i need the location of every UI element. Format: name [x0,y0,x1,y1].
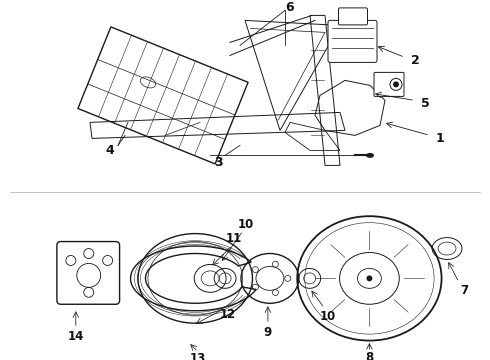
Text: 10: 10 [319,310,336,323]
Text: 11: 11 [226,232,242,245]
Text: 4: 4 [106,144,114,157]
FancyBboxPatch shape [374,72,404,96]
Text: 8: 8 [365,351,373,360]
FancyBboxPatch shape [339,8,368,25]
Text: 2: 2 [411,54,419,67]
FancyBboxPatch shape [57,242,120,304]
Ellipse shape [366,153,374,158]
FancyBboxPatch shape [328,21,377,62]
Circle shape [367,275,372,282]
Text: 14: 14 [68,330,84,343]
Text: 12: 12 [220,308,236,321]
Text: 3: 3 [214,156,222,169]
Text: 6: 6 [286,1,294,14]
Text: 7: 7 [460,284,468,297]
Text: 5: 5 [420,97,429,110]
Text: 13: 13 [190,351,206,360]
Text: 1: 1 [436,132,444,145]
Text: 10: 10 [238,218,254,231]
Text: 9: 9 [264,326,272,339]
Circle shape [393,81,399,87]
